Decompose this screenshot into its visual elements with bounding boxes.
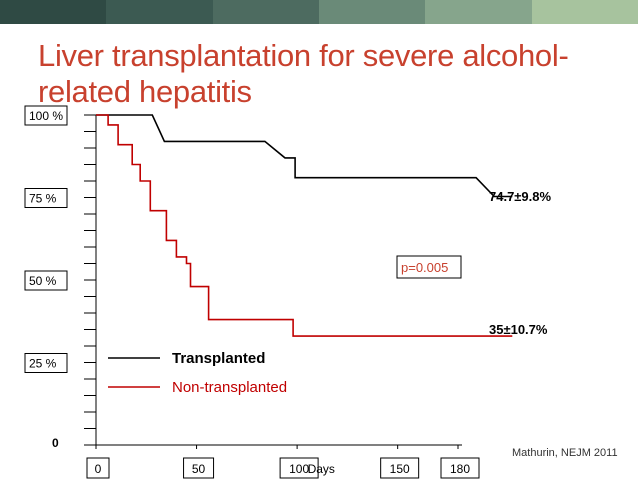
x-tick-label-box (86, 457, 110, 479)
transplanted-result-label: 74.7±9.8% (489, 189, 552, 204)
x-tick-label-box (183, 457, 215, 479)
slide-title: Liver transplantation for severe alcohol… (38, 38, 569, 109)
non-transplanted-survival-curve (96, 114, 513, 337)
legend: Transplanted Non-transplanted (108, 350, 287, 396)
y-tick-label: 25 % (29, 357, 57, 371)
x-tick-label-box (440, 457, 480, 479)
y-tick-label-box (24, 105, 68, 126)
y-tick-label: 100 % (29, 109, 63, 123)
y-tick-label-box (24, 188, 68, 208)
p-value-annotation: p=0.005 (401, 260, 448, 275)
non-transplanted-result-label: 35±10.7% (489, 322, 548, 337)
x-axis: 0 50 100 150 180 Days (86, 444, 480, 479)
top-bar-segment (319, 0, 427, 24)
transplanted-survival-curve (96, 114, 513, 198)
x-tick-label-box (380, 457, 420, 479)
legend-label-non-transplanted: Non-transplanted (172, 379, 287, 396)
x-tick-label: 180 (450, 462, 470, 476)
top-bar-segment (106, 0, 214, 24)
y-tick-label: 0 (52, 436, 59, 450)
top-bar-segment (425, 0, 533, 24)
x-tick-label: 50 (192, 462, 206, 476)
top-bar-segment (0, 0, 108, 24)
legend-label-transplanted: Transplanted (172, 350, 265, 367)
top-bar-segment (531, 0, 638, 24)
y-axis: 100 % 75 % 50 % 25 % 0 (24, 105, 97, 450)
y-tick-label-box (24, 270, 68, 291)
p-value-box (396, 255, 462, 279)
citation: Mathurin, NEJM 2011 (512, 447, 618, 459)
survival-curves (96, 114, 513, 337)
y-tick-label: 50 % (29, 274, 57, 288)
slide-top-bar (0, 0, 638, 26)
x-tick-label-box (279, 457, 319, 479)
y-tick-label-box (24, 353, 68, 373)
y-tick-label: 75 % (29, 192, 57, 206)
x-tick-label: 100 (289, 462, 309, 476)
x-tick-label: 150 (390, 462, 410, 476)
x-axis-title: Days (308, 462, 335, 476)
x-tick-label: 0 (95, 462, 102, 476)
top-bar-segment (212, 0, 320, 24)
